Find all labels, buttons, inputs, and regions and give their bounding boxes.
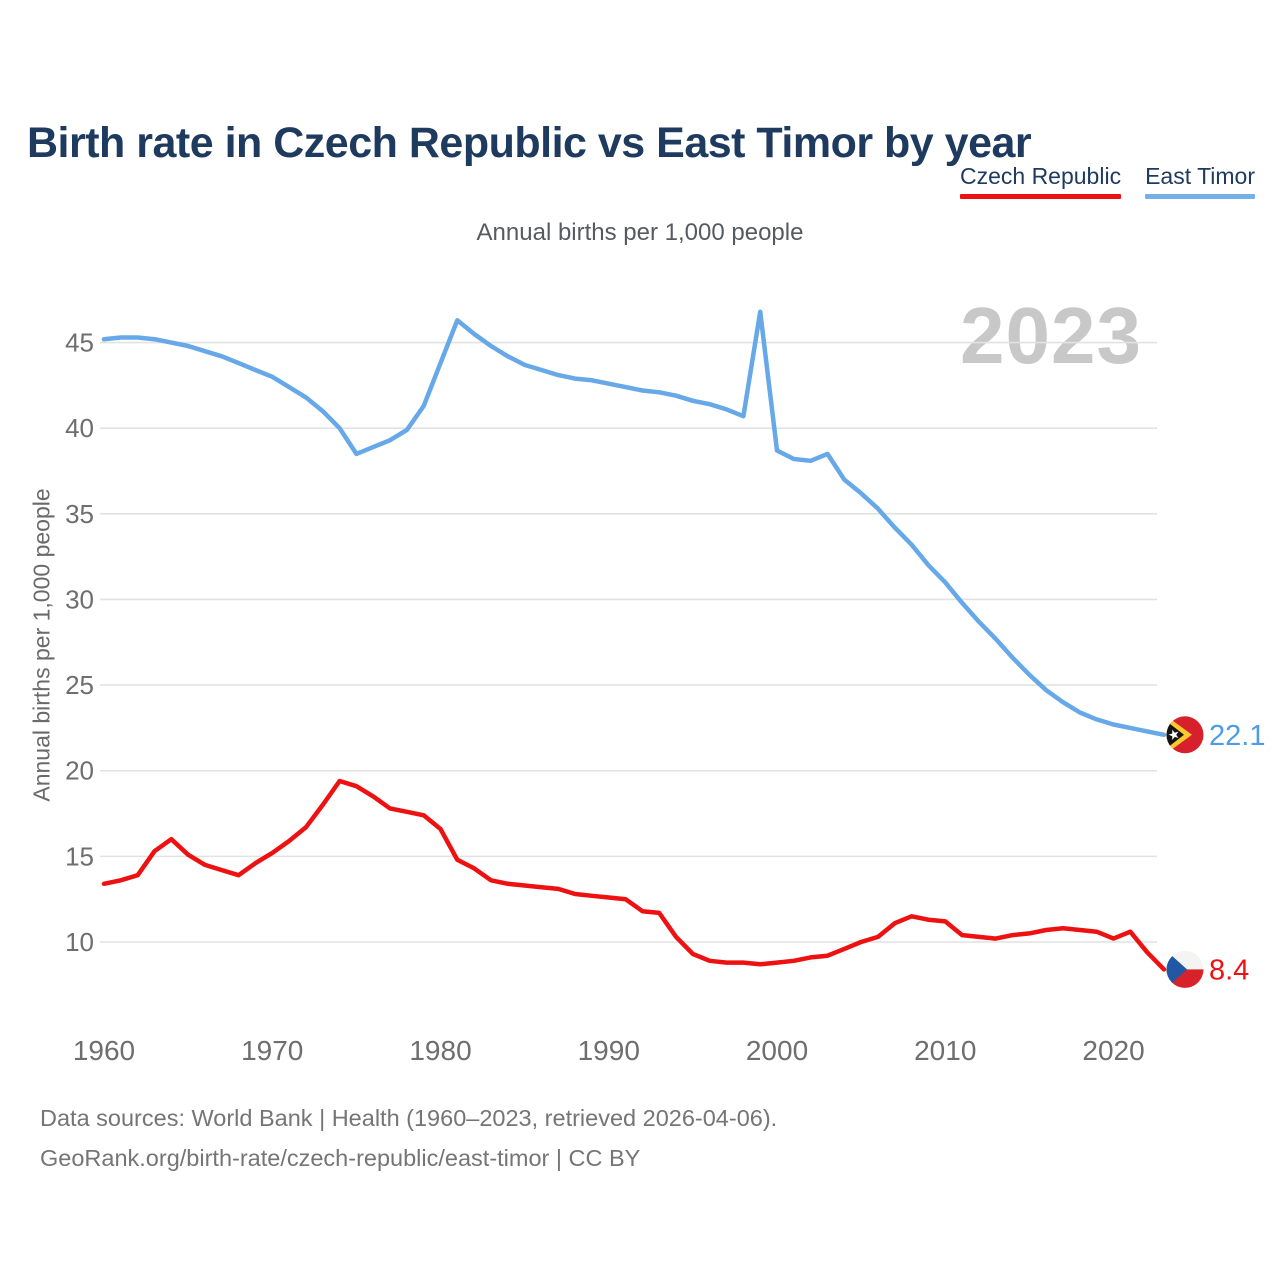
footer-source-line: Data sources: World Bank | Health (1960–… — [40, 1105, 778, 1131]
y-tick-label: 20 — [65, 756, 94, 786]
chart-subtitle: Annual births per 1,000 people — [476, 219, 804, 246]
series-line-czech-republic — [101, 778, 1167, 972]
page-title: Birth rate in Czech Republic vs East Tim… — [27, 118, 1032, 167]
y-axis-title: Annual births per 1,000 people — [28, 488, 55, 802]
y-tick-label: 10 — [65, 927, 94, 957]
legend-item-czech-republic[interactable]: Czech Republic — [959, 163, 1122, 199]
east-timor-flag-icon — [1166, 716, 1204, 754]
y-tick-label: 35 — [65, 499, 94, 529]
footer-url-line: GeoRank.org/birth-rate/czech-republic/ea… — [40, 1145, 641, 1171]
legend-item-east-timor[interactable]: East Timor — [1145, 163, 1255, 199]
end-value-label-czech-republic: 8.4 — [1209, 954, 1249, 986]
x-tick-label: 1980 — [409, 1035, 471, 1066]
x-tick-label: 1990 — [578, 1035, 640, 1066]
footer: Data sources: World Bank | Health (1960–… — [40, 1098, 777, 1178]
legend-underline-czech-republic — [959, 194, 1122, 199]
x-tick-label: 2020 — [1082, 1035, 1144, 1066]
x-tick-label: 1960 — [73, 1035, 135, 1066]
y-tick-label: 30 — [65, 584, 94, 614]
x-tick-label: 1970 — [241, 1035, 303, 1066]
y-tick-label: 40 — [65, 413, 94, 443]
legend-label-east-timor: East Timor — [1145, 163, 1255, 189]
y-tick-label: 45 — [65, 328, 94, 358]
y-tick-label: 15 — [65, 841, 94, 871]
end-value-label-east-timor: 22.1 — [1209, 720, 1265, 752]
x-tick-label: 2010 — [914, 1035, 976, 1066]
legend-underline-east-timor — [1145, 194, 1255, 199]
series-line-east-timor — [101, 309, 1167, 738]
y-tick-label: 25 — [65, 670, 94, 700]
legend: Czech Republic East Timor — [959, 163, 1255, 199]
czech-flag-icon — [1166, 950, 1204, 988]
legend-label-czech-republic: Czech Republic — [959, 163, 1122, 189]
x-tick-label: 2000 — [746, 1035, 808, 1066]
watermark-year: 2023 — [960, 291, 1142, 380]
